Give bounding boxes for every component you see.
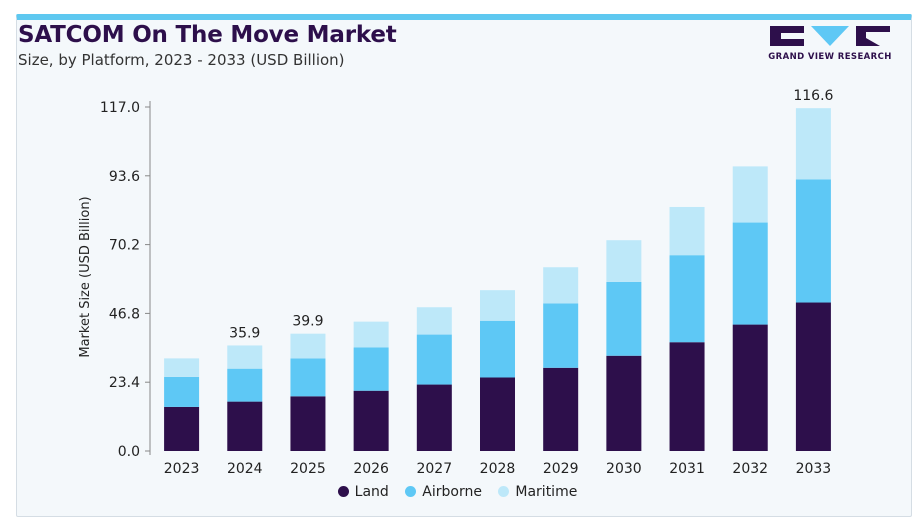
grand-view-research-logo: GRAND VIEW RESEARCH (767, 24, 893, 66)
y-tick-label: 23.4 (109, 375, 140, 391)
legend-swatch-land (337, 486, 349, 497)
bar-maritime-2027 (416, 307, 452, 335)
x-tick-label: 2031 (669, 461, 705, 477)
bar-airborne-2033 (795, 179, 831, 303)
chart-legend: Land Airborne Maritime (0, 484, 915, 500)
chart-title: SATCOM On The Move Market (18, 22, 397, 48)
bar-maritime-2032 (732, 166, 768, 223)
bar-maritime-2026 (353, 321, 389, 348)
x-tick-label: 2025 (290, 461, 326, 477)
x-tick-label: 2026 (353, 461, 389, 477)
x-tick-label: 2023 (164, 461, 200, 477)
stacked-bar-chart: 0.0 23.4 46.8 70.2 93.6 117.0 Market Size (USD… (78, 88, 834, 477)
y-tick-label: 70.2 (109, 238, 140, 254)
bar-airborne-2031 (669, 255, 705, 343)
logo-text: GRAND VIEW RESEARCH (768, 52, 892, 62)
x-tick-label: 2033 (796, 461, 832, 477)
bar-land-2024 (227, 401, 263, 451)
bar-airborne-2029 (543, 303, 579, 368)
logo-mark-icon (770, 26, 890, 46)
bar-airborne-2028 (480, 320, 515, 378)
legend-label-land: Land (354, 484, 389, 500)
bar-land-2028 (480, 377, 515, 451)
x-tick-label: 2028 (480, 461, 516, 477)
y-tick-label: 93.6 (109, 169, 140, 185)
bar-land-2029 (543, 367, 579, 451)
bar-maritime-2033 (795, 108, 831, 180)
bar-land-2027 (416, 384, 452, 451)
bar-land-2023 (164, 406, 200, 451)
legend-swatch-maritime (498, 486, 510, 497)
bar-airborne-2032 (732, 222, 768, 325)
bar-maritime-2029 (543, 267, 579, 304)
legend-item-land: Land (337, 484, 389, 500)
x-tick-label: 2029 (543, 461, 579, 477)
y-axis-title: Market Size (USD Billion) (78, 196, 93, 357)
y-tick-label: 117.0 (100, 100, 140, 116)
legend-label-maritime: Maritime (515, 484, 578, 500)
bar-maritime-2025 (290, 333, 326, 359)
bar-maritime-2024 (227, 345, 263, 369)
data-label-2024: 35.9 (229, 325, 260, 341)
legend-item-airborne: Airborne (405, 484, 482, 500)
bar-airborne-2023 (164, 376, 200, 407)
data-label-2033: 116.6 (793, 88, 833, 104)
x-tick-label: 2027 (416, 461, 452, 477)
x-tick-label: 2024 (227, 461, 263, 477)
y-tick-label: 46.8 (109, 306, 140, 322)
data-label-2025: 39.9 (292, 314, 323, 330)
bar-airborne-2025 (290, 358, 326, 397)
bar-land-2031 (669, 342, 705, 451)
legend-swatch-airborne (405, 486, 417, 497)
bar-land-2032 (732, 324, 768, 451)
x-tick-label: 2032 (732, 461, 768, 477)
bar-maritime-2028 (480, 290, 515, 321)
bar-land-2025 (290, 396, 326, 451)
legend-label-airborne: Airborne (422, 484, 482, 500)
chart-subtitle: Size, by Platform, 2023 - 2033 (USD Bill… (18, 51, 345, 69)
legend-item-maritime: Maritime (498, 484, 577, 500)
bar-airborne-2027 (416, 334, 452, 385)
bar-airborne-2024 (227, 368, 263, 402)
bar-maritime-2030 (606, 240, 642, 282)
bar-maritime-2031 (669, 206, 705, 256)
y-tick-label: 0.0 (118, 444, 140, 460)
bar-maritime-2023 (164, 358, 200, 377)
bar-airborne-2026 (353, 347, 389, 391)
bar-land-2026 (353, 390, 389, 451)
bar-airborne-2030 (606, 281, 642, 356)
x-tick-label: 2030 (606, 461, 642, 477)
bar-land-2030 (606, 355, 642, 451)
bar-land-2033 (795, 302, 831, 451)
